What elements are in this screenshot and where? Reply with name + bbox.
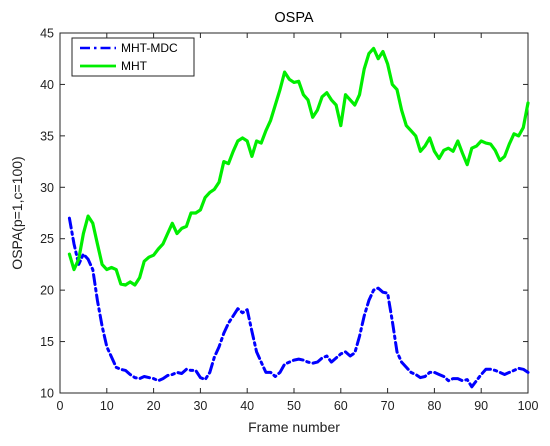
- x-tick-label: 90: [474, 399, 488, 413]
- series-line-mht-mdc: [67, 216, 530, 389]
- legend: MHT-MDC MHT: [71, 37, 195, 77]
- chart-title: OSPA: [274, 10, 314, 26]
- x-tick-label: 30: [193, 399, 207, 413]
- y-tick-label: 15: [40, 335, 54, 349]
- x-tick-label: 80: [427, 399, 441, 413]
- y-tick-label: 45: [40, 27, 54, 41]
- x-tick-label: 40: [240, 399, 254, 413]
- x-tick-label: 70: [381, 399, 395, 413]
- x-tick-label: 100: [518, 399, 539, 413]
- y-tick-label: 20: [40, 284, 54, 298]
- x-tick-label: 50: [287, 399, 301, 413]
- x-tick-label: 20: [147, 399, 161, 413]
- x-tick-label: 60: [334, 399, 348, 413]
- legend-label-mht-mdc: MHT-MDC: [121, 41, 178, 55]
- series-line-mht: [67, 46, 530, 287]
- legend-box: [71, 37, 195, 77]
- legend-label-mht: MHT: [121, 59, 148, 73]
- x-tick-label: 0: [57, 399, 64, 413]
- y-tick-label: 35: [40, 129, 54, 143]
- y-tick-label: 10: [40, 387, 54, 401]
- plot-area-frame: [59, 32, 529, 394]
- x-axis-title: Frame number: [248, 419, 340, 435]
- y-axis-title: OSPA(p=1,c=100): [9, 156, 25, 269]
- y-tick-label: 40: [40, 78, 54, 92]
- x-tick-label: 10: [100, 399, 114, 413]
- series-layer: [67, 46, 530, 389]
- y-tick-label: 25: [40, 232, 54, 246]
- y-tick-label: 30: [40, 181, 54, 195]
